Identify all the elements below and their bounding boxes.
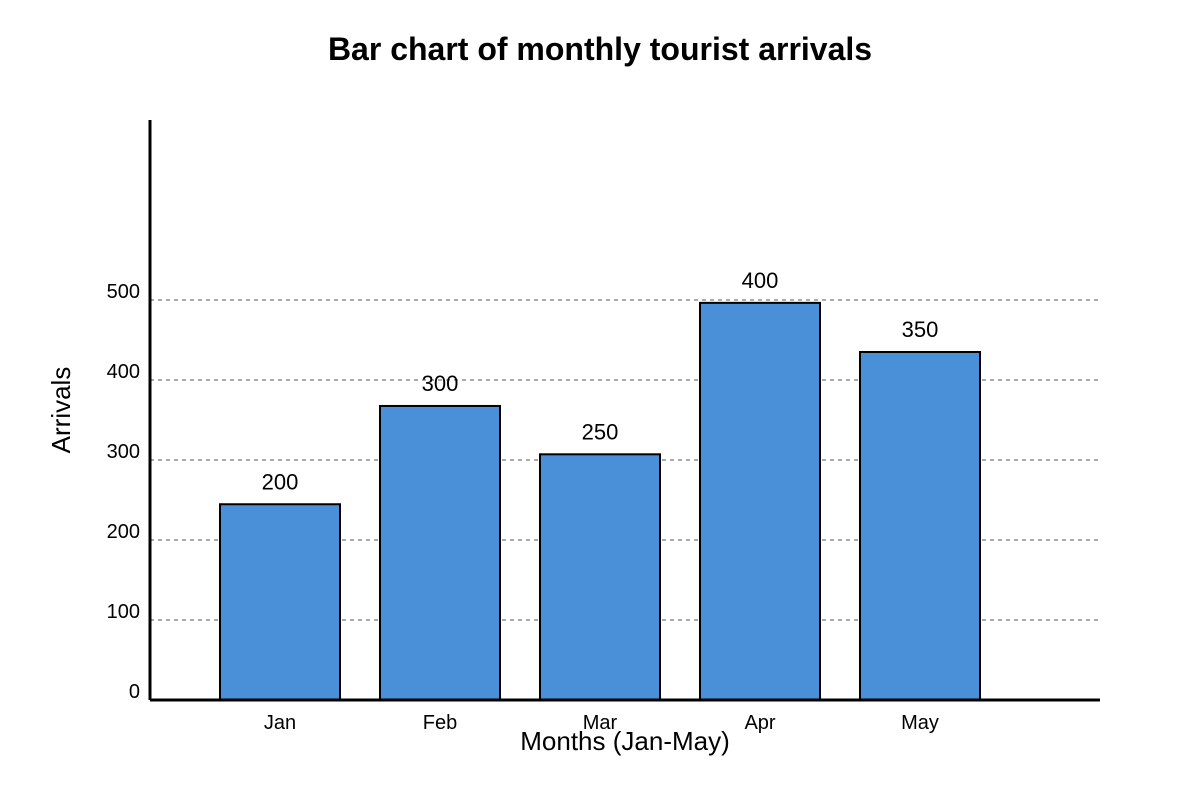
y-tick-label: 100 [107,601,140,623]
x-tick-label-jan: Jan [264,712,296,734]
data-label-mar: 250 [582,419,619,444]
chart-title: Bar chart of monthly tourist arrivals [328,31,872,67]
y-tick-label: 0 [129,681,140,703]
data-label-may: 350 [902,317,939,342]
data-labels: 200 300 250 400 350 [262,268,939,494]
data-label-feb: 300 [422,371,459,396]
y-axis-label: Arrivals [46,367,76,454]
bar-may [859,351,981,701]
x-axis-ticks: Jan Feb Mar Apr May [264,712,939,734]
x-tick-label-may: May [901,712,939,734]
y-tick-label: 200 [107,521,140,543]
bar-apr [699,301,821,701]
x-tick-label-feb: Feb [423,712,457,734]
y-tick-label: 300 [107,441,140,463]
data-label-jan: 200 [262,469,299,494]
bars [219,301,981,701]
x-axis-label: Months (Jan-May) [520,726,730,756]
x-tick-label-mar: Mar [583,712,618,734]
y-tick-label: 400 [107,361,140,383]
x-tick-label-apr: Apr [744,712,775,734]
data-label-apr: 400 [742,268,779,293]
y-tick-label: 500 [107,281,140,303]
bar-mar [539,453,661,701]
bar-jan [219,503,341,701]
bar-feb [379,404,501,701]
y-axis-ticks: 0 100 200 300 400 500 [107,281,140,703]
